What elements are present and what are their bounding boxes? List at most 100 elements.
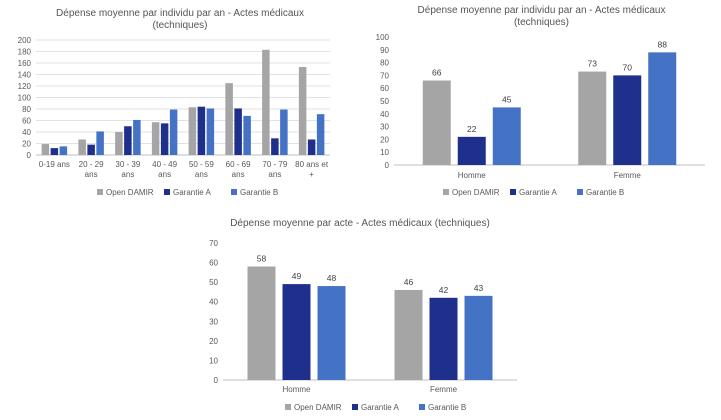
bar-garantie-a-60-69-ans (234, 108, 242, 155)
bar-garantie-b-femme (648, 52, 677, 165)
bar-garantie-b-femme (464, 295, 493, 380)
chart-per-act-spending-svg: Dépense moyenne par acte - Actes médicau… (209, 218, 517, 412)
y-tick-label-60: 60 (380, 84, 389, 93)
bar-garantie-a-homme (457, 136, 486, 165)
data-label-garantie-b-homme: 48 (327, 273, 337, 283)
bar-garantie-b-0-19-ans (59, 146, 68, 155)
bar-garantie-b-40-49-ans (169, 109, 178, 155)
y-tick-label-200: 200 (18, 36, 32, 45)
chart-age-spending: Dépense moyenne par individu par an - Ac… (0, 0, 360, 210)
chart-per-act-spending: Dépense moyenne par acte - Actes médicau… (185, 213, 535, 420)
y-tick-label-80: 80 (380, 59, 389, 68)
legend-label-garantie-a: Garantie A (519, 188, 557, 197)
y-tick-label-100: 100 (18, 94, 32, 103)
data-label-garantie-b-femme: 88 (658, 39, 668, 49)
chart-title-line-1: Dépense moyenne par individu par an - Ac… (418, 5, 666, 16)
bar-garantie-b-80-ans-et (316, 114, 325, 155)
data-label-open-damir-homme: 58 (257, 253, 267, 263)
y-tick-label-30: 30 (209, 317, 218, 326)
data-label-open-damir-femme: 73 (588, 59, 598, 69)
chart-sex-spending: Dépense moyenne par individu par an - Ac… (362, 0, 721, 210)
x-tick-label-80-ans-et: 80 ans et (295, 160, 329, 169)
x-tick-label-homme: Homme (282, 385, 311, 394)
y-tick-label-160: 160 (18, 59, 32, 68)
y-tick-label-20: 20 (22, 140, 31, 149)
bar-open-damir-50-59-ans (188, 107, 197, 155)
legend-label-garantie-b: Garantie B (240, 188, 278, 197)
y-tick-label-40: 40 (380, 110, 389, 119)
y-tick-label-30: 30 (380, 123, 389, 132)
y-tick-label-20: 20 (209, 337, 218, 346)
bar-open-damir-20-29-ans (78, 139, 86, 155)
bar-garantie-a-femme (613, 75, 642, 165)
bar-garantie-b-60-69-ans (243, 115, 251, 155)
chart-title-line-1: Dépense moyenne par individu par an - Ac… (56, 8, 304, 19)
legend-label-open-damir: Open DAMIR (294, 403, 342, 412)
legend-swatch-open-damir (97, 189, 103, 195)
bar-garantie-a-30-39-ans (124, 126, 132, 155)
y-tick-label-10: 10 (209, 356, 218, 365)
bar-garantie-b-30-39-ans (133, 119, 141, 155)
y-tick-label-0: 0 (27, 151, 32, 160)
bar-open-damir-homme (247, 266, 276, 380)
chart-age-spending-svg: Dépense moyenne par individu par an - Ac… (18, 8, 330, 197)
x-tick-label-70-79-ans: 70 - 79 (262, 160, 287, 169)
data-label-garantie-b-femme: 43 (474, 283, 484, 293)
legend-swatch-open-damir (285, 404, 291, 410)
bar-garantie-b-20-29-ans (96, 131, 104, 155)
x-tick-label-80-ans-et-line2: + (309, 170, 314, 179)
y-tick-label-10: 10 (380, 148, 389, 157)
x-tick-label-homme: Homme (458, 171, 487, 180)
bar-garantie-a-70-79-ans (271, 138, 279, 155)
bar-garantie-b-50-59-ans (206, 108, 215, 155)
chart-title-line-2: (techniques) (514, 17, 569, 28)
bar-garantie-a-20-29-ans (87, 144, 95, 155)
x-tick-label-50-59-ans-line2: ans (195, 170, 208, 179)
data-label-garantie-a-femme: 42 (439, 285, 449, 295)
bar-garantie-b-homme (317, 286, 346, 380)
y-tick-label-90: 90 (380, 46, 389, 55)
data-label-open-damir-femme: 46 (404, 277, 414, 287)
chart-title-line-1: Dépense moyenne par acte - Actes médicau… (230, 218, 490, 229)
legend-label-open-damir: Open DAMIR (106, 188, 154, 197)
x-tick-label-30-39-ans: 30 - 39 (115, 160, 140, 169)
legend-swatch-garantie-a (352, 404, 358, 410)
y-tick-label-40: 40 (22, 128, 31, 137)
bar-open-damir-30-39-ans (115, 132, 123, 155)
x-tick-label-40-49-ans: 40 - 49 (152, 160, 177, 169)
y-tick-label-120: 120 (18, 82, 32, 91)
bar-open-damir-homme (422, 80, 451, 165)
x-tick-label-femme: Femme (430, 385, 458, 394)
bar-garantie-b-homme (492, 107, 521, 165)
y-tick-label-50: 50 (209, 278, 218, 287)
x-tick-label-40-49-ans-line2: ans (158, 170, 171, 179)
data-label-garantie-b-homme: 45 (502, 94, 512, 104)
legend-swatch-garantie-b (231, 189, 237, 195)
y-tick-label-60: 60 (22, 117, 31, 126)
data-label-garantie-a-femme: 70 (623, 62, 633, 72)
bar-garantie-a-80-ans-et (307, 139, 316, 155)
legend-label-garantie-a: Garantie A (173, 188, 211, 197)
x-tick-label-20-29-ans: 20 - 29 (79, 160, 104, 169)
y-tick-label-0: 0 (214, 376, 219, 385)
legend-swatch-garantie-b (577, 189, 583, 195)
x-tick-label-60-69-ans-line2: ans (232, 170, 245, 179)
bar-open-damir-80-ans-et (298, 67, 307, 155)
bar-open-damir-70-79-ans (262, 49, 270, 155)
bar-garantie-b-70-79-ans (280, 109, 288, 155)
y-tick-label-60: 60 (209, 259, 218, 268)
legend-label-garantie-b: Garantie B (428, 403, 466, 412)
y-tick-label-180: 180 (18, 48, 32, 57)
legend-label-open-damir: Open DAMIR (452, 188, 500, 197)
bar-garantie-a-homme (282, 284, 311, 380)
bar-open-damir-femme (394, 289, 423, 380)
bar-garantie-a-0-19-ans (50, 148, 59, 155)
x-tick-label-70-79-ans-line2: ans (268, 170, 281, 179)
legend-swatch-garantie-a (164, 189, 170, 195)
legend-swatch-garantie-a (510, 189, 516, 195)
bar-garantie-a-femme (429, 297, 458, 380)
x-tick-label-50-59-ans: 50 - 59 (189, 160, 214, 169)
y-tick-label-70: 70 (209, 239, 218, 248)
y-tick-label-140: 140 (18, 71, 32, 80)
y-tick-label-20: 20 (380, 135, 389, 144)
